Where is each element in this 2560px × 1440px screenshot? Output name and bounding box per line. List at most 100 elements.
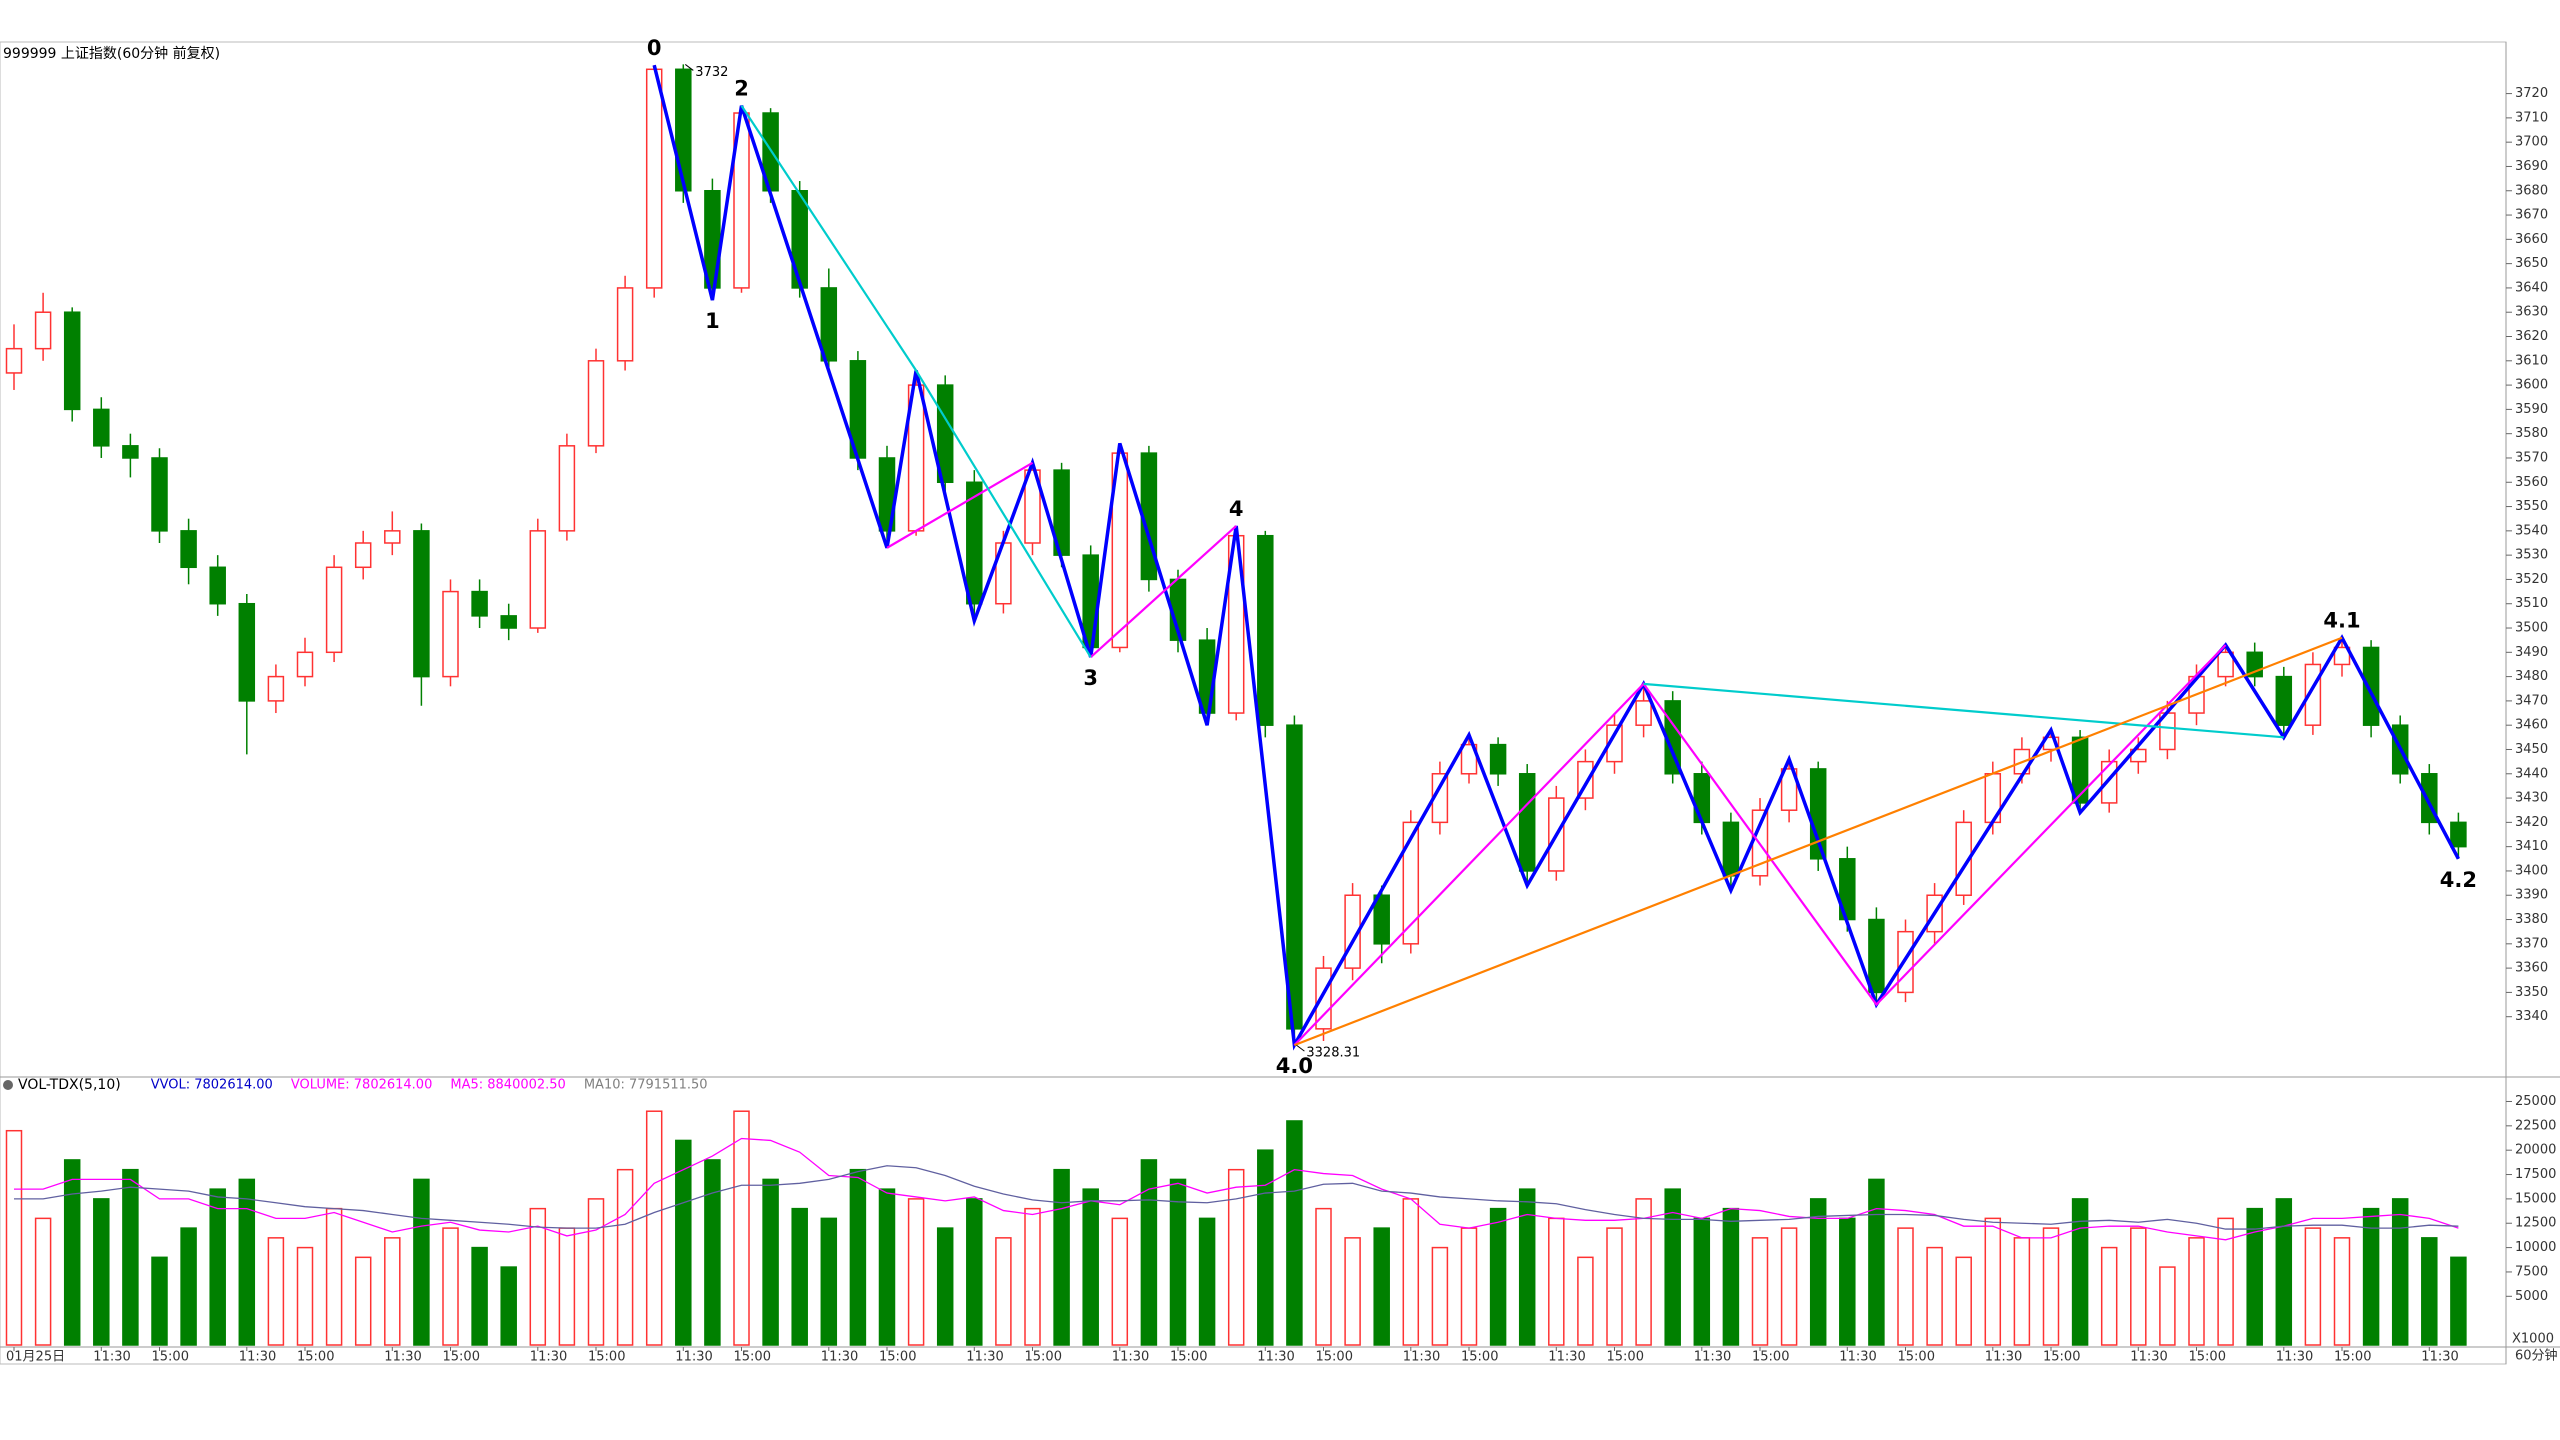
x-tick-label: 11:30: [1112, 1350, 1149, 1365]
y-tick-label: 3680: [2515, 183, 2548, 198]
legend-entry: VVOL: 7802614.00: [151, 1078, 273, 1093]
y-tick-label: 3720: [2515, 86, 2548, 101]
wave-line: [1643, 682, 2284, 739]
volume-bar: [5, 1129, 23, 1346]
candle-body: [180, 530, 197, 569]
volume-bar: [413, 1178, 430, 1346]
volume-bar: [1809, 1198, 1827, 1346]
candle-body: [1722, 821, 1740, 877]
y-tick-label: 3550: [2515, 499, 2548, 514]
volume-bar: [2362, 1207, 2380, 1346]
x-tick-label: 15:00: [1025, 1350, 1062, 1365]
y-tick-label: 3430: [2515, 791, 2548, 806]
y-tick-label: 3640: [2515, 280, 2548, 295]
ma-line: [14, 1137, 2459, 1241]
wave-label: 4: [1229, 497, 1244, 521]
volume-bar: [1257, 1149, 1274, 1346]
x-tick-label: 11:30: [966, 1350, 1003, 1365]
y-tick-label: 3410: [2515, 839, 2548, 854]
volume-bar: [1344, 1237, 1361, 1346]
volume-bar: [704, 1159, 721, 1346]
candle-body: [122, 445, 139, 459]
volume-bar: [2391, 1198, 2409, 1346]
volume-bar: [558, 1227, 576, 1346]
candle-body: [966, 481, 983, 605]
volume-bar: [442, 1227, 459, 1346]
volume-bar: [1693, 1217, 1711, 1346]
volume-title: VOL-TDX(5,10): [18, 1077, 121, 1093]
wave-label: 4.1: [2323, 609, 2360, 633]
x-tick-label: 11:30: [675, 1350, 712, 1365]
volume-bar: [325, 1207, 343, 1346]
candle-body: [2100, 760, 2118, 804]
candle-body: [500, 615, 517, 629]
candle-body: [1809, 768, 1827, 860]
y-tick-label: 3420: [2515, 815, 2548, 830]
volume-bar: [1897, 1227, 1914, 1346]
y-tick-label: 3460: [2515, 718, 2548, 733]
y-tick-label: 3580: [2515, 426, 2548, 441]
candle-body: [820, 287, 838, 362]
volume-bar: [849, 1168, 867, 1346]
x-tick-label: 11:30: [93, 1350, 130, 1365]
volume-bar: [1053, 1168, 1070, 1346]
volume-bar: [267, 1237, 285, 1346]
volume-bar: [675, 1139, 692, 1346]
y-tick-label: 3530: [2515, 548, 2548, 563]
candle-body: [413, 530, 430, 678]
volume-bar: [1315, 1207, 1332, 1346]
y-tick-label: 22500: [2515, 1118, 2556, 1133]
y-tick-label: 3570: [2515, 450, 2548, 465]
candle-body: [2071, 736, 2089, 804]
volume-bar: [1984, 1217, 2002, 1346]
legend-entry: VOLUME: 7802614.00: [291, 1078, 433, 1093]
x-tick-label: 11:30: [1985, 1350, 2022, 1365]
x-tick-label: 11:30: [2421, 1350, 2458, 1365]
candle-body: [791, 190, 808, 289]
volume-bar: [2071, 1198, 2089, 1346]
volume-bar: [1402, 1198, 1420, 1346]
candle-body: [1198, 639, 1216, 714]
period-label: 60分钟: [2515, 1348, 2558, 1364]
candle-body: [2450, 821, 2467, 848]
wave-line: [652, 64, 2460, 1051]
wave-line: [740, 105, 1092, 658]
volume-bar: [1140, 1159, 1158, 1346]
y-tick-label: 3540: [2515, 523, 2548, 538]
x-tick-label: 11:30: [530, 1350, 567, 1365]
y-tick-label: 3340: [2515, 1009, 2548, 1024]
volume-bar: [384, 1237, 401, 1346]
x-tick-label: 11:30: [1257, 1350, 1294, 1365]
x-tick-label: 15:00: [443, 1350, 480, 1365]
volume-bar: [1868, 1178, 1885, 1346]
wave-label: 3: [1083, 666, 1098, 690]
volume-bar: [820, 1217, 838, 1346]
x-tick-label: 15:00: [297, 1350, 334, 1365]
candle-body: [151, 457, 168, 532]
volume-bar: [1518, 1188, 1536, 1346]
candle-body: [1868, 918, 1885, 994]
y-tick-label: 3380: [2515, 912, 2548, 927]
candle-body: [529, 530, 547, 629]
y-tick-label: 3390: [2515, 888, 2548, 903]
x-tick-label: 15:00: [1316, 1350, 1353, 1365]
x-tick-label: 11:30: [384, 1350, 421, 1365]
candle-body: [1693, 773, 1711, 824]
legend-entry: MA5: 8840002.50: [450, 1078, 565, 1093]
y-tick-label: 3630: [2515, 305, 2548, 320]
volume-bar: [1024, 1207, 1041, 1346]
volume-bar: [2100, 1246, 2118, 1346]
volume-bar: [122, 1168, 139, 1346]
candle-body: [325, 566, 343, 654]
x-tick-label: 11:30: [1548, 1350, 1585, 1365]
volume-bar: [2188, 1237, 2205, 1346]
candle-body: [1489, 743, 1507, 775]
wave-label: 0: [647, 36, 662, 60]
y-tick-label: 3400: [2515, 863, 2548, 878]
x-tick-label: 11:30: [1403, 1350, 1440, 1365]
legend-entry: MA10: 7791511.50: [584, 1078, 708, 1093]
volume-bar: [180, 1227, 197, 1346]
candle-body: [1955, 821, 1972, 896]
x-tick-label: 11:30: [1839, 1350, 1876, 1365]
